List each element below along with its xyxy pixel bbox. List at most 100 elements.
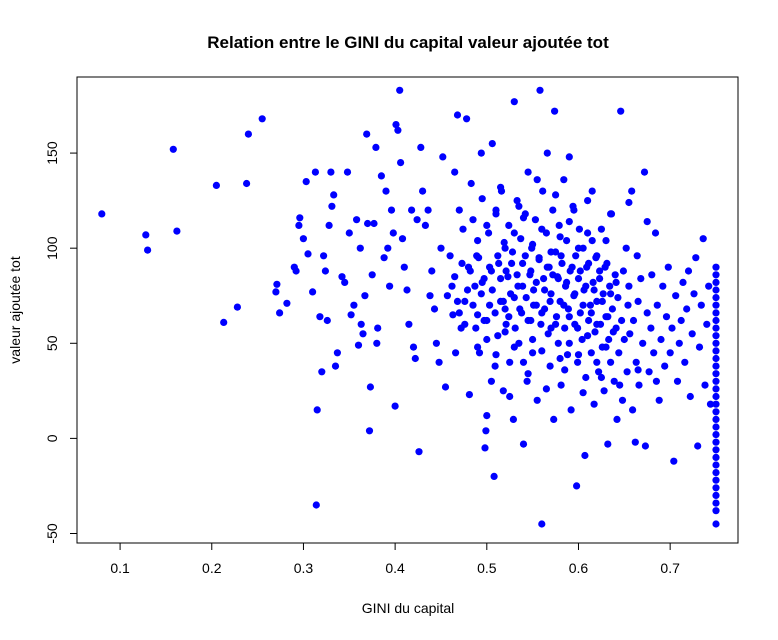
data-point	[276, 309, 284, 317]
data-point	[396, 86, 404, 94]
data-point	[384, 244, 392, 252]
data-point	[531, 216, 540, 224]
data-point	[662, 313, 671, 321]
y-tick-label: 150	[44, 141, 60, 165]
data-point	[536, 86, 544, 94]
data-point	[474, 343, 482, 351]
data-point	[712, 301, 720, 309]
data-point	[634, 297, 642, 305]
data-point	[712, 499, 720, 507]
data-point	[653, 301, 661, 309]
data-point	[292, 267, 300, 275]
y-tick-label: 0	[44, 434, 60, 442]
data-point	[486, 263, 494, 271]
data-point	[169, 145, 177, 153]
data-point	[529, 240, 537, 248]
data-point	[533, 176, 541, 184]
data-point	[538, 347, 546, 355]
data-point	[368, 271, 376, 279]
data-point	[347, 311, 355, 319]
x-tick-label: 0.5	[477, 560, 497, 576]
data-point	[318, 368, 326, 376]
data-point	[593, 297, 601, 305]
data-point	[446, 252, 454, 260]
data-point	[666, 349, 674, 357]
data-point	[522, 294, 530, 302]
data-point	[539, 187, 547, 195]
data-point	[343, 168, 352, 176]
data-point	[712, 324, 720, 332]
data-point	[400, 263, 408, 271]
data-point	[650, 349, 658, 357]
data-point	[549, 271, 557, 279]
data-point	[694, 442, 702, 450]
data-point	[511, 324, 519, 332]
data-point	[697, 301, 705, 309]
data-point	[463, 286, 472, 294]
data-point	[309, 288, 317, 296]
data-point	[620, 335, 628, 344]
x-tick-label: 0.1	[110, 560, 130, 576]
data-point	[622, 244, 630, 252]
x-axis: 0.1 0.2 0.3 0.4 0.5 0.6 0.7	[110, 542, 680, 576]
data-point	[465, 391, 473, 399]
data-point	[556, 354, 564, 363]
data-point	[593, 358, 601, 366]
data-point	[705, 282, 713, 290]
data-point	[506, 392, 514, 401]
data-point	[483, 412, 491, 420]
data-point	[459, 225, 467, 233]
data-point	[494, 252, 502, 260]
data-point	[544, 330, 552, 338]
data-point	[712, 362, 720, 370]
data-point	[328, 202, 336, 210]
data-point	[529, 349, 537, 357]
x-tick-label: 0.3	[294, 560, 314, 576]
data-point	[576, 309, 584, 317]
data-point	[366, 383, 374, 391]
data-point	[560, 176, 568, 184]
x-tick-label: 0.6	[569, 560, 589, 576]
data-point	[497, 275, 505, 283]
data-point	[478, 195, 486, 203]
data-point	[491, 309, 499, 317]
data-point	[283, 299, 291, 307]
data-point	[377, 172, 385, 180]
y-tick-label: 100	[44, 236, 60, 260]
data-point	[712, 446, 720, 454]
data-point	[554, 275, 562, 283]
data-point	[699, 235, 707, 243]
data-point	[635, 381, 643, 389]
data-point	[579, 301, 587, 309]
data-point	[453, 297, 462, 305]
data-point	[631, 438, 639, 446]
data-point	[435, 358, 443, 366]
data-point	[657, 335, 665, 344]
data-point	[341, 278, 349, 286]
data-point	[453, 111, 462, 119]
data-point	[481, 444, 489, 452]
data-point	[648, 271, 656, 279]
data-point	[549, 206, 557, 214]
data-point	[712, 438, 720, 446]
data-point	[565, 313, 573, 321]
data-point	[483, 221, 491, 229]
data-point	[382, 187, 390, 195]
data-point	[530, 286, 538, 294]
data-point	[490, 472, 498, 480]
data-point	[584, 197, 592, 205]
data-point	[712, 453, 720, 461]
data-point	[494, 332, 502, 340]
data-point	[320, 252, 328, 260]
data-point	[576, 267, 584, 275]
data-point	[455, 309, 463, 317]
data-point	[488, 140, 496, 148]
data-point	[712, 491, 720, 499]
data-point	[581, 451, 589, 460]
data-point	[524, 168, 532, 176]
data-point	[486, 301, 494, 309]
data-point	[612, 278, 620, 286]
data-point	[538, 309, 546, 317]
data-point	[491, 362, 499, 370]
data-point	[506, 358, 514, 366]
